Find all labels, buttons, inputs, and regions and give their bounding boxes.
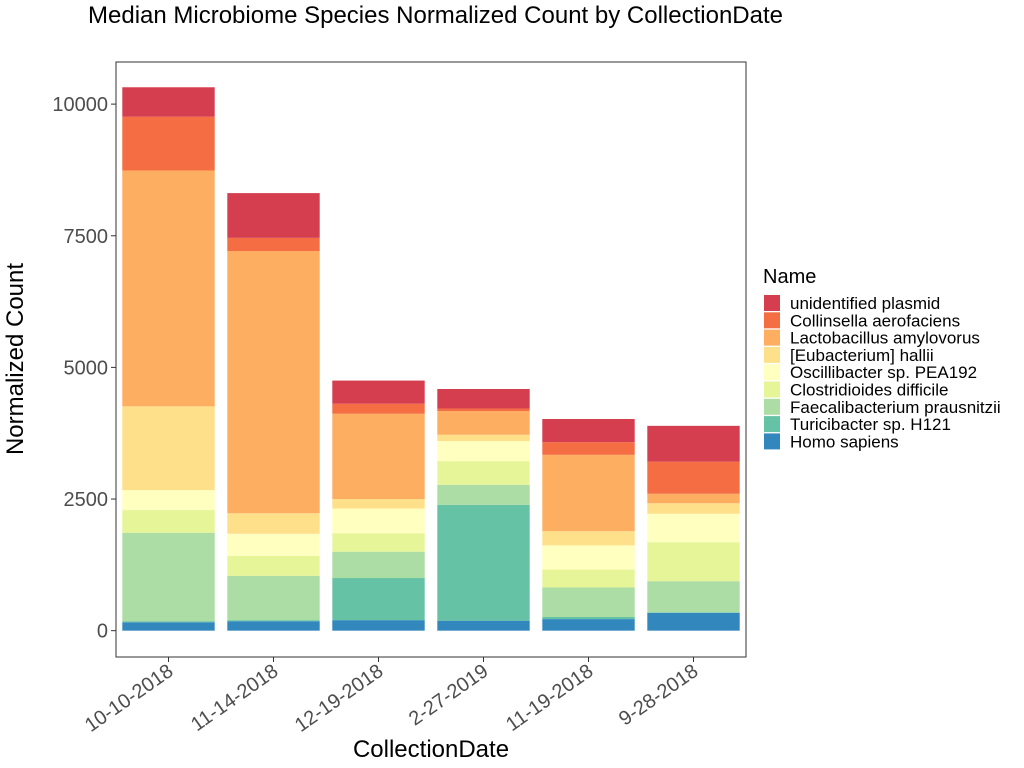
bar-segment-unidentified-plasmid-11-19-2018 [542, 419, 635, 443]
plot-area [115, 61, 747, 658]
bar-segment-oscillibacter-sp-pea192-11-14-2018 [227, 533, 320, 556]
bar-segment-collinsella-aerofaciens-11-19-2018 [542, 442, 635, 455]
bar-segment-eubacterium-hallii-11-19-2018 [542, 531, 635, 546]
legend-swatch-lactobacillus-amylovorus [764, 329, 780, 346]
x-tick-label: 11-14-2018 [187, 660, 282, 736]
x-axis: 10-10-2018 11-14-2018 12-19-2018 2-27-2019 1… [81, 657, 702, 737]
bar-segment-faecalibacterium-prausnitzii-11-14-2018 [227, 575, 320, 621]
bar-segment-lactobacillus-amylovorus-2-27-2019 [437, 411, 530, 435]
bar-segment-homo-sapiens-10-10-2018 [122, 622, 215, 631]
plot-panel-border [115, 61, 747, 658]
legend-label-faecalibacterium-prausnitzii: Faecalibacterium prausnitzii [790, 398, 1001, 417]
legend-label-eubacterium-hallii: [Eubacterium] hallii [790, 346, 934, 365]
bar-segment-collinsella-aerofaciens-2-27-2019 [437, 408, 530, 412]
bar-segment-lactobacillus-amylovorus-11-14-2018 [227, 251, 320, 514]
legend-label-oscillibacter-sp-pea192: Oscillibacter sp. PEA192 [790, 363, 977, 382]
bar-segment-homo-sapiens-9-28-2018 [647, 612, 740, 631]
bar-segment-faecalibacterium-prausnitzii-2-27-2019 [437, 484, 530, 505]
bar-segment-oscillibacter-sp-pea192-2-27-2019 [437, 441, 530, 462]
bar-segment-faecalibacterium-prausnitzii-12-19-2018 [332, 551, 425, 579]
y-tick-label: 2500 [64, 489, 109, 511]
legend-swatch-faecalibacterium-prausnitzii [764, 398, 780, 415]
bars [122, 87, 740, 631]
bar-segment-faecalibacterium-prausnitzii-11-19-2018 [542, 587, 635, 617]
bar-segment-clostridioides-difficile-10-10-2018 [122, 510, 215, 533]
bar-segment-oscillibacter-sp-pea192-10-10-2018 [122, 490, 215, 511]
bar-segment-collinsella-aerofaciens-11-14-2018 [227, 237, 320, 252]
bar-segment-homo-sapiens-11-14-2018 [227, 621, 320, 631]
bar-segment-collinsella-aerofaciens-9-28-2018 [647, 461, 740, 494]
legend-title: Name [763, 266, 816, 288]
bar-segment-turicibacter-sp-h121-11-19-2018 [542, 616, 635, 620]
legend-swatch-homo-sapiens [764, 433, 780, 450]
legend-swatch-turicibacter-sp-h121 [764, 416, 780, 433]
y-axis: 0 2500 5000 7500 10000 [52, 94, 116, 643]
bar-segment-collinsella-aerofaciens-12-19-2018 [332, 403, 425, 414]
x-tick-label: 2-27-2019 [405, 660, 492, 730]
bar-segment-homo-sapiens-12-19-2018 [332, 620, 425, 631]
legend-label-unidentified-plasmid: unidentified plasmid [790, 294, 940, 313]
bar-segment-lactobacillus-amylovorus-9-28-2018 [647, 493, 740, 504]
bar-segment-oscillibacter-sp-pea192-11-19-2018 [542, 545, 635, 570]
y-tick-label: 5000 [64, 357, 109, 379]
legend-swatch-eubacterium-hallii [764, 346, 780, 363]
legend-label-collinsella-aerofaciens: Collinsella aerofaciens [790, 311, 960, 330]
legend-swatch-oscillibacter-sp-pea192 [764, 364, 780, 381]
bar-segment-turicibacter-sp-h121-12-19-2018 [332, 578, 425, 621]
bar-segment-eubacterium-hallii-2-27-2019 [437, 434, 530, 442]
bar-segment-turicibacter-sp-h121-10-10-2018 [122, 621, 215, 623]
legend-swatch-clostridioides-difficile [764, 381, 780, 398]
bar-segment-unidentified-plasmid-2-27-2019 [437, 388, 530, 409]
bar-segment-clostridioides-difficile-11-19-2018 [542, 569, 635, 588]
x-tick-label: 10-10-2018 [81, 660, 177, 737]
legend-swatch-collinsella-aerofaciens [764, 312, 780, 329]
legend-label-homo-sapiens: Homo sapiens [790, 432, 899, 451]
bar-segment-lactobacillus-amylovorus-11-19-2018 [542, 454, 635, 532]
bar-segment-clostridioides-difficile-9-28-2018 [647, 542, 740, 582]
legend-label-lactobacillus-amylovorus: Lactobacillus amylovorus [790, 329, 980, 348]
bar-segment-turicibacter-sp-h121-9-28-2018 [647, 612, 740, 613]
y-tick-label: 10000 [52, 94, 108, 116]
bar-segment-oscillibacter-sp-pea192-12-19-2018 [332, 508, 425, 534]
x-axis-title: CollectionDate [353, 736, 509, 763]
bar-segment-collinsella-aerofaciens-10-10-2018 [122, 116, 215, 171]
y-axis-title: Normalized Count [2, 263, 29, 455]
bar-segment-eubacterium-hallii-11-14-2018 [227, 513, 320, 534]
bar-segment-oscillibacter-sp-pea192-9-28-2018 [647, 513, 740, 543]
x-tick-label: 11-19-2018 [502, 660, 597, 736]
bar-segment-unidentified-plasmid-10-10-2018 [122, 87, 215, 117]
y-tick-label: 7500 [64, 226, 109, 248]
bar-segment-eubacterium-hallii-12-19-2018 [332, 499, 425, 509]
bar-segment-homo-sapiens-2-27-2019 [437, 620, 530, 631]
bar-segment-unidentified-plasmid-9-28-2018 [647, 425, 740, 462]
bar-segment-lactobacillus-amylovorus-10-10-2018 [122, 170, 215, 407]
x-tick-label: 9-28-2018 [615, 660, 702, 730]
bar-segment-unidentified-plasmid-11-14-2018 [227, 193, 320, 238]
bar-segment-clostridioides-difficile-2-27-2019 [437, 461, 530, 485]
bar-segment-faecalibacterium-prausnitzii-10-10-2018 [122, 532, 215, 622]
legend-label-clostridioides-difficile: Clostridioides difficile [790, 381, 948, 400]
bar-segment-turicibacter-sp-h121-2-27-2019 [437, 504, 530, 621]
legend-swatch-unidentified-plasmid [764, 295, 780, 311]
chart-title: Median Microbiome Species Normalized Cou… [88, 2, 783, 29]
legend-label-turicibacter-sp-h121: Turicibacter sp. H121 [790, 415, 951, 434]
bar-segment-homo-sapiens-11-19-2018 [542, 619, 635, 631]
x-tick-label: 12-19-2018 [291, 660, 387, 737]
bar-segment-clostridioides-difficile-11-14-2018 [227, 555, 320, 576]
y-tick-label: 0 [97, 621, 108, 643]
bar-segment-lactobacillus-amylovorus-12-19-2018 [332, 413, 425, 500]
bar-segment-faecalibacterium-prausnitzii-9-28-2018 [647, 581, 740, 613]
bar-segment-clostridioides-difficile-12-19-2018 [332, 533, 425, 552]
bar-segment-turicibacter-sp-h121-11-14-2018 [227, 620, 320, 622]
bar-segment-eubacterium-hallii-9-28-2018 [647, 503, 740, 514]
bar-segment-unidentified-plasmid-12-19-2018 [332, 380, 425, 404]
bar-segment-eubacterium-hallii-10-10-2018 [122, 406, 215, 491]
